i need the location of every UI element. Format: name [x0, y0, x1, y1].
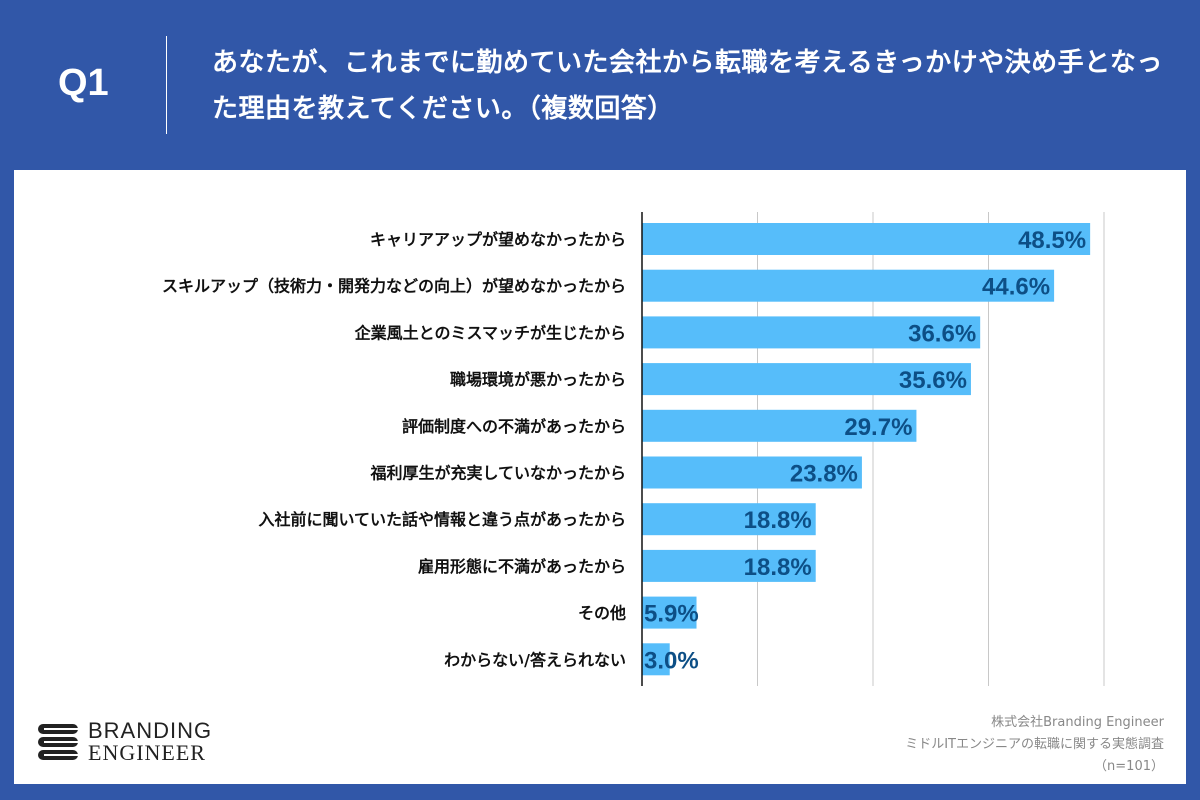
data-label: 48.5% [1018, 227, 1086, 254]
data-label: 29.7% [844, 414, 912, 441]
category-label: わからない/答えられない [444, 650, 626, 669]
data-label: 44.6% [982, 274, 1050, 301]
logo-mark-icon [38, 724, 78, 760]
question-number: Q1 [58, 62, 109, 104]
data-label: 18.8% [744, 507, 812, 534]
source-survey: ミドルITエンジニアの転職に関する実態調査 [905, 737, 1164, 752]
bar [642, 456, 862, 489]
bar [642, 503, 816, 536]
category-label: 職場環境が悪かったから [450, 370, 626, 389]
brand-logo: BRANDING ENGINEER [38, 720, 212, 764]
data-label: 36.6% [908, 320, 976, 347]
bar [642, 316, 981, 349]
source-note: 株式会社Branding Engineer ミドルITエンジニアの転職に関する実… [905, 712, 1164, 778]
category-label: スキルアップ（技術力・開発力などの向上）が望めなかったから [162, 277, 626, 296]
data-label: 5.9% [644, 601, 699, 628]
category-label: 企業風土とのミスマッチが生じたから [354, 323, 626, 342]
source-company: 株式会社Branding Engineer [991, 715, 1164, 730]
header-divider [166, 36, 167, 134]
category-label: 評価制度への不満があったから [402, 417, 626, 436]
logo-line1: BRANDING [88, 718, 213, 743]
data-label: 18.8% [744, 554, 812, 581]
data-label: 23.8% [790, 461, 858, 488]
bar [642, 363, 971, 396]
category-label: 福利厚生が充実していなかったから [369, 464, 626, 483]
category-label: キャリアアップが望めなかったから [370, 230, 626, 249]
page-title: あなたが、これまでに勤めていた会社から転職を考えるきっかけや決め手となった理由を… [212, 48, 1163, 124]
bar [642, 549, 816, 582]
category-label: 雇用形態に不満があったから [418, 557, 626, 576]
category-label: その他 [578, 604, 626, 623]
category-label: 入社前に聞いていた話や情報と違う点があったから [258, 510, 626, 529]
data-label: 3.0% [644, 647, 699, 674]
bar [642, 269, 1055, 302]
bar [642, 643, 670, 676]
bar [642, 596, 697, 629]
logo-line2: ENGINEER [88, 740, 206, 765]
bar [642, 223, 1091, 255]
source-sample: （n=101） [1094, 759, 1164, 774]
bar [642, 409, 917, 442]
data-label: 35.6% [899, 367, 967, 394]
